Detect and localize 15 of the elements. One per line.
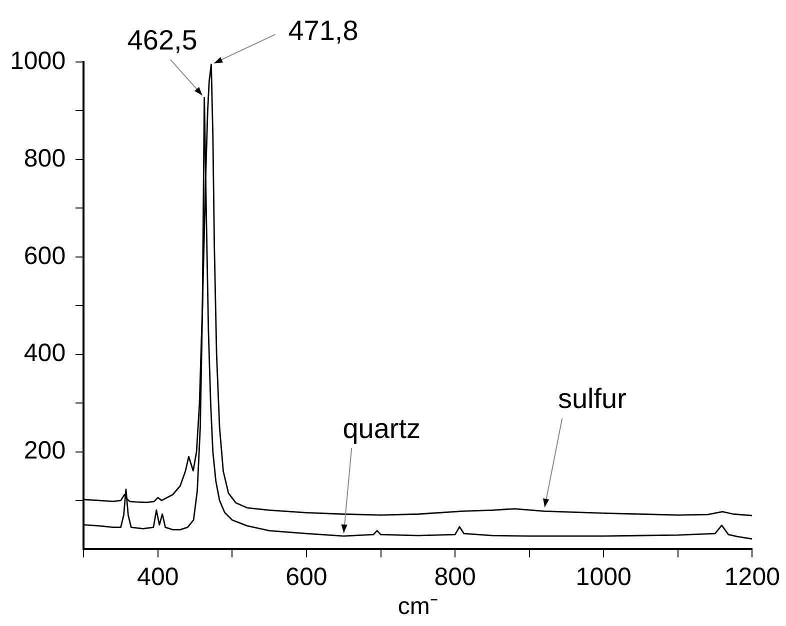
x-tick-label: 400 — [137, 563, 179, 592]
y-tick-label: 1000 — [10, 46, 66, 75]
annotation: quartz — [342, 412, 421, 444]
y-tick-label: 400 — [24, 339, 66, 368]
x-axis-title: cm⁻ — [398, 593, 438, 620]
annotation: sulfur — [558, 382, 626, 414]
annotation: 471,8 — [288, 15, 358, 46]
x-tick-label: 800 — [434, 563, 476, 592]
annotation: 462,5 — [127, 24, 198, 56]
x-tick-label: 1200 — [724, 563, 780, 592]
y-tick-label: 200 — [24, 436, 66, 465]
x-tick-label: 1000 — [576, 563, 632, 592]
y-tick-label: 600 — [24, 242, 66, 270]
x-tick-label: 600 — [286, 563, 328, 592]
y-tick-label: 800 — [24, 144, 66, 172]
